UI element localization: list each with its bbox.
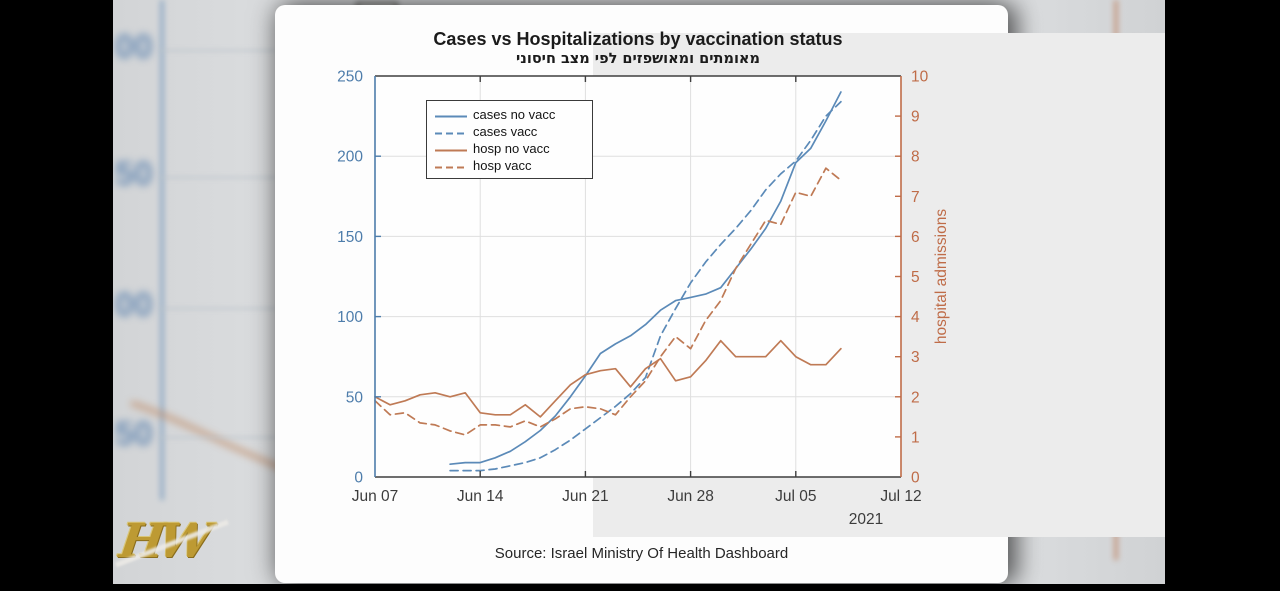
legend-line-sample bbox=[435, 123, 467, 141]
legend-label: hosp vacc bbox=[473, 158, 532, 173]
legend-line-sample bbox=[435, 157, 467, 175]
legend-label: cases no vacc bbox=[473, 107, 556, 122]
legend-line-sample bbox=[435, 106, 467, 124]
backdrop-number: 00 bbox=[115, 286, 153, 324]
black-bar-left bbox=[0, 0, 113, 591]
chart-title: Cases vs Hospitalizations by vaccination… bbox=[433, 29, 843, 49]
backdrop-gridline bbox=[160, 49, 275, 52]
legend-label: hosp no vacc bbox=[473, 141, 550, 156]
legend-rows: cases no vacc cases vacc hosp no vacc hosp … bbox=[435, 106, 586, 174]
slide-card bbox=[275, 5, 1238, 583]
watermark-logo: HW bbox=[115, 514, 230, 574]
legend-line-sample bbox=[435, 140, 467, 158]
backdrop-number: 50 bbox=[115, 415, 153, 453]
backdrop-gridline bbox=[160, 436, 275, 439]
backdrop-gridline bbox=[160, 307, 275, 310]
legend-label: cases vacc bbox=[473, 124, 538, 139]
legend-item-hosp-no-vacc: hosp no vacc bbox=[435, 140, 586, 157]
legend-item-cases-no-vacc: cases no vacc bbox=[435, 106, 586, 123]
legend: cases no vacc cases vacc hosp no vacc hosp … bbox=[426, 100, 593, 179]
chart-subtitle: מאומתים ומאושפזים לפי מצב חיסוני bbox=[516, 51, 760, 67]
legend-item-cases-vacc: cases vacc bbox=[435, 123, 586, 140]
backdrop-left-axis-line bbox=[160, 0, 164, 500]
black-bar-right bbox=[1165, 0, 1280, 591]
legend-item-hosp-vacc: hosp vacc bbox=[435, 157, 586, 174]
figure-area bbox=[593, 33, 1238, 537]
backdrop-number: 00 bbox=[115, 28, 153, 66]
backdrop-number: 50 bbox=[115, 155, 153, 193]
backdrop-gridline bbox=[160, 176, 275, 179]
source-caption: Source: Israel Ministry Of Health Dashbo… bbox=[494, 545, 789, 562]
